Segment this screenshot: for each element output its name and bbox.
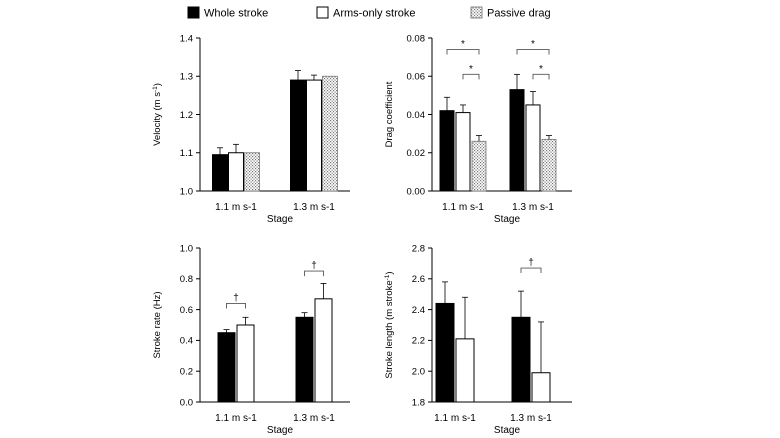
y-axis-label-end: )	[152, 83, 163, 86]
significance-marker: *	[469, 64, 473, 75]
bar	[531, 372, 551, 403]
bar	[435, 302, 455, 403]
y-tick-label: 0.4	[180, 336, 193, 347]
bar	[217, 332, 236, 403]
y-tick-label: 1.2	[180, 110, 193, 121]
x-tick-label: 1.1 m s-1	[215, 413, 257, 424]
y-tick-label: 1.1	[180, 148, 193, 159]
y-tick-label: 2.6	[412, 274, 425, 285]
bar	[322, 75, 338, 192]
significance-bracket	[304, 270, 324, 277]
significance-marker: †	[311, 261, 317, 272]
y-tick-label: 1.8	[412, 397, 425, 408]
bar	[511, 316, 531, 403]
drag-coefficient-chart: 0.00 0.02 0.04 0.06 0.08 Drag coefficient 1.1 …	[384, 33, 572, 225]
legend-label-whole: Whole stroke	[204, 8, 268, 20]
significance-bracket	[520, 267, 542, 274]
bar	[212, 154, 228, 192]
y-axis-label-sup: -1	[384, 274, 391, 280]
bar	[228, 152, 244, 192]
bar	[236, 324, 255, 403]
velocity-chart: 1.0 1.1 1.2 1.3 1.4 Velocity (m s-1) 1.1 m s-1…	[152, 33, 350, 225]
x-tick-label: 1.3 m s-1	[293, 202, 335, 213]
x-tick-label: 1.3 m s-1	[510, 413, 552, 424]
bar	[290, 79, 306, 192]
x-tick-label: 1.1 m s-1	[442, 202, 484, 213]
x-axis-label: Stage	[267, 425, 294, 436]
significance-bracket	[516, 49, 550, 55]
significance-marker: *	[539, 64, 543, 75]
y-axis-label: Stroke length (m stroke-1)	[384, 271, 396, 378]
legend-swatch-passive	[470, 6, 483, 19]
y-tick-label: 0.00	[407, 186, 426, 197]
y-tick-label: 1.0	[180, 243, 193, 254]
significance-bracket	[226, 302, 246, 309]
y-tick-label: 0.02	[407, 148, 426, 159]
stroke-length-chart: 1.8 2.0 2.2 2.4 2.6 2.8 Stroke length (m strok…	[384, 243, 572, 436]
x-axis-label: Stage	[494, 425, 521, 436]
x-axis-label: Stage	[494, 214, 521, 225]
y-tick-label: 0.8	[180, 274, 193, 285]
legend: Whole stroke Arms-only stroke Passive dr…	[187, 6, 551, 20]
y-axis-label-main: Stroke length (m stroke	[384, 280, 395, 378]
y-axis-label-end: )	[384, 271, 395, 274]
x-axis-label: Stage	[267, 214, 294, 225]
y-tick-label: 1.3	[180, 72, 193, 83]
y-tick-label: 0.06	[407, 72, 426, 83]
bar	[306, 79, 322, 192]
x-tick-label: 1.1 m s-1	[434, 413, 476, 424]
y-tick-label: 2.2	[412, 336, 425, 347]
stroke-rate-chart: 0.0 0.2 0.4 0.6 0.8 1.0 Stroke rate (Hz) 1.1 m …	[152, 243, 350, 436]
legend-label-arms: Arms-only stroke	[333, 8, 416, 20]
significance-bracket	[446, 49, 480, 55]
y-axis-label: Velocity (m s-1)	[152, 83, 164, 146]
bar	[244, 152, 260, 192]
bar	[439, 110, 455, 192]
significance-bracket	[532, 73, 550, 80]
y-tick-label: 1.4	[180, 33, 193, 44]
y-axis-label-main: Velocity (m s	[152, 92, 163, 146]
legend-item-passive: Passive drag	[470, 6, 551, 20]
y-tick-label: 0.08	[407, 33, 426, 44]
bar	[314, 298, 333, 403]
significance-marker: †	[233, 293, 239, 304]
x-tick-label: 1.3 m s-1	[293, 413, 335, 424]
bar	[509, 89, 525, 192]
significance-bracket	[462, 73, 480, 80]
legend-item-arms: Arms-only stroke	[316, 6, 416, 20]
legend-swatch-arms	[316, 6, 329, 19]
x-tick-label: 1.3 m s-1	[512, 202, 554, 213]
bar	[455, 112, 471, 192]
y-axis-label-main: Stroke rate (Hz)	[152, 291, 163, 358]
y-tick-label: 0.6	[180, 305, 193, 316]
legend-label-passive: Passive drag	[487, 8, 551, 20]
y-tick-label: 0.2	[180, 367, 193, 378]
x-tick-label: 1.1 m s-1	[215, 202, 257, 213]
y-axis-label-sup: -1	[152, 86, 159, 92]
significance-marker: *	[461, 39, 465, 50]
y-tick-label: 1.0	[180, 186, 193, 197]
y-axis-label-main: Drag coefficient	[384, 81, 395, 147]
bar	[455, 338, 475, 403]
legend-item-whole: Whole stroke	[187, 6, 268, 20]
significance-marker: *	[531, 39, 535, 50]
bar	[541, 138, 557, 192]
significance-marker: †	[528, 258, 534, 269]
y-axis-label: Stroke rate (Hz)	[152, 291, 163, 358]
y-axis-label: Drag coefficient	[384, 81, 395, 147]
y-tick-label: 0.04	[407, 110, 426, 121]
bar	[471, 140, 487, 192]
y-tick-label: 2.0	[412, 367, 425, 378]
y-tick-label: 2.4	[412, 305, 425, 316]
bar	[295, 316, 314, 403]
legend-swatch-whole	[187, 6, 200, 19]
y-tick-label: 2.8	[412, 243, 425, 254]
bar	[525, 104, 541, 192]
y-tick-label: 0.0	[180, 397, 193, 408]
